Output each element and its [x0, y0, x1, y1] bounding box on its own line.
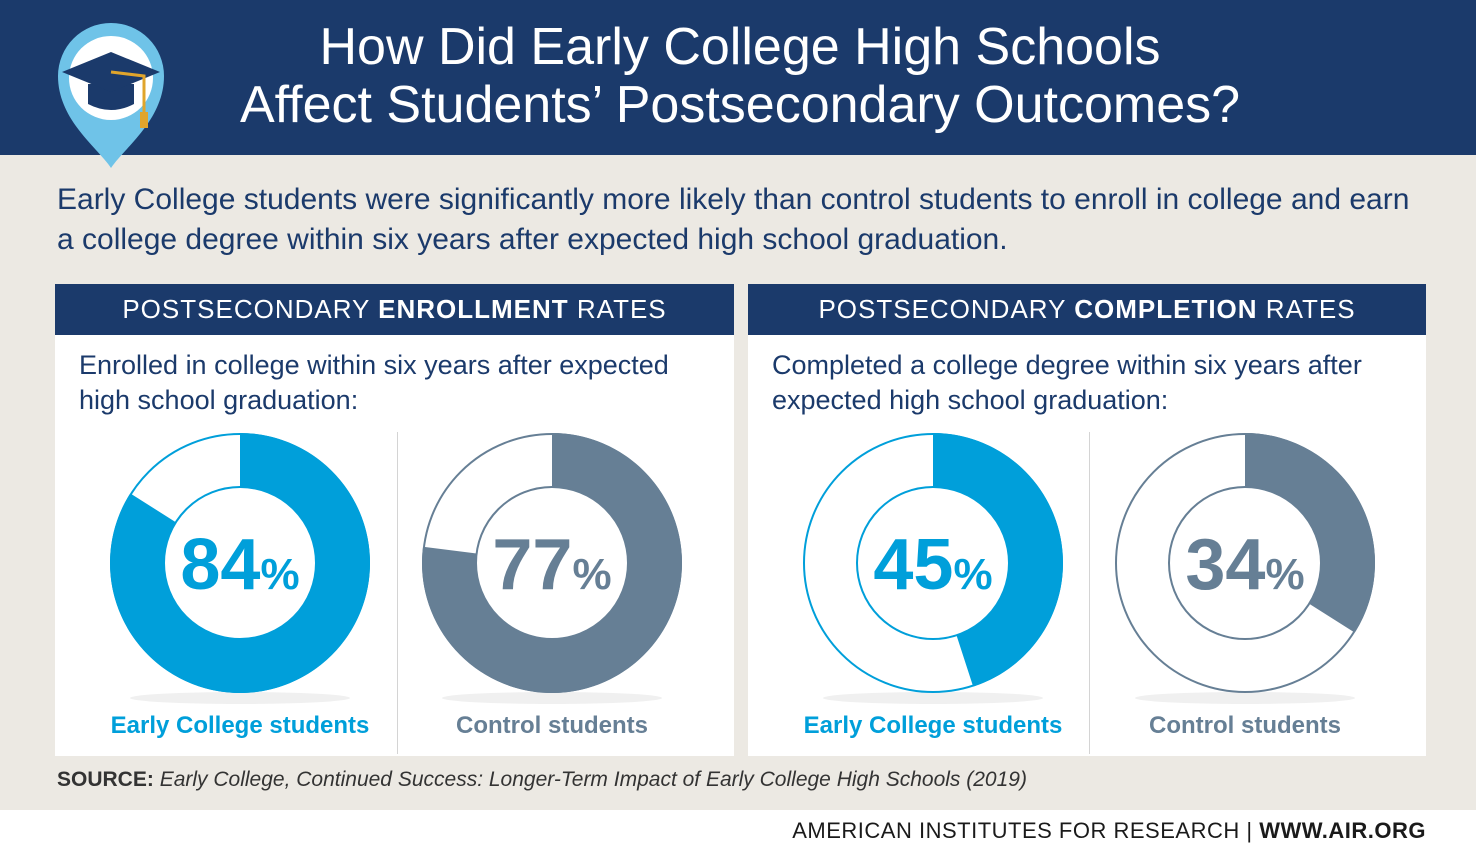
data-label-early-college-students: 84%	[180, 525, 299, 605]
header-banner	[0, 0, 1476, 155]
footer-separator: |	[1239, 818, 1260, 843]
completion-description: Completed a college degree within six ye…	[772, 350, 1362, 415]
enrollment-divider	[397, 432, 398, 754]
data-label-control-students: 34%	[1185, 525, 1304, 605]
completion-header-prefix: POSTSECONDARY	[818, 294, 1075, 324]
enrollment-early-college-label: Early College students	[110, 712, 370, 739]
donut-segment-control-students	[1245, 433, 1375, 633]
enrollment-panel: POSTSECONDARY ENROLLMENT RATES Enrolled …	[55, 284, 734, 756]
source-label: SOURCE:	[57, 768, 154, 791]
title-line-2: Affect Students’ Postsecondary Outcomes?	[239, 76, 1241, 134]
title-line-1: How Did Early College High Schools	[319, 18, 1161, 76]
page-title: How Did Early College High Schools Affec…	[150, 18, 1330, 134]
enrollment-panel-header: POSTSECONDARY ENROLLMENT RATES	[55, 284, 734, 335]
completion-control-donut: 34%	[1115, 433, 1375, 704]
footer-url: WWW.AIR.ORG	[1259, 818, 1426, 843]
completion-panel-header: POSTSECONDARY COMPLETION RATES	[748, 284, 1426, 335]
donut-segment-early-college-students	[109, 433, 371, 693]
enrollment-description: Enrolled in college within six years aft…	[79, 350, 669, 415]
donut-hole	[163, 486, 317, 640]
graduation-cap-icon	[58, 23, 164, 168]
donut-segment-control-students	[422, 433, 682, 693]
completion-early-college-donut: 45%	[803, 433, 1063, 704]
enrollment-control-donut: 77%	[422, 433, 682, 704]
donut-hole	[856, 486, 1010, 640]
completion-early-college-label: Early College students	[803, 712, 1063, 739]
donut-shadow	[823, 692, 1043, 704]
enrollment-header-prefix: POSTSECONDARY	[122, 294, 379, 324]
enrollment-header-suffix: RATES	[568, 294, 667, 324]
completion-control-label: Control students	[1149, 712, 1341, 739]
data-label-control-students: 77%	[492, 525, 611, 605]
completion-header-bold: COMPLETION	[1074, 294, 1258, 324]
enrollment-early-college-donut: 84%	[109, 433, 371, 704]
donut-shadow	[1135, 692, 1355, 704]
source-note: SOURCE: Early College, Continued Success…	[57, 768, 1417, 792]
data-label-early-college-students: 45%	[873, 525, 992, 605]
footer-bar: AMERICAN INSTITUTES FOR RESEARCH | WWW.A…	[0, 810, 1476, 850]
enrollment-header-bold: ENROLLMENT	[378, 294, 569, 324]
subtitle: Early College students were significantl…	[57, 183, 1410, 256]
donut-shadow	[442, 692, 662, 704]
completion-header-suffix: RATES	[1257, 294, 1356, 324]
enrollment-control-label: Control students	[456, 712, 648, 739]
donut-shadow	[130, 692, 350, 704]
footer: AMERICAN INSTITUTES FOR RESEARCH | WWW.A…	[792, 818, 1426, 844]
source-text: Early College, Continued Success: Longer…	[159, 768, 1027, 791]
completion-panel: POSTSECONDARY COMPLETION RATES Completed…	[748, 284, 1426, 756]
donut-hole	[1168, 486, 1322, 640]
footer-org: AMERICAN INSTITUTES FOR RESEARCH	[792, 818, 1240, 843]
donut-hole	[475, 486, 629, 640]
donut-segment-early-college-students	[933, 433, 1063, 687]
completion-divider	[1089, 432, 1090, 754]
